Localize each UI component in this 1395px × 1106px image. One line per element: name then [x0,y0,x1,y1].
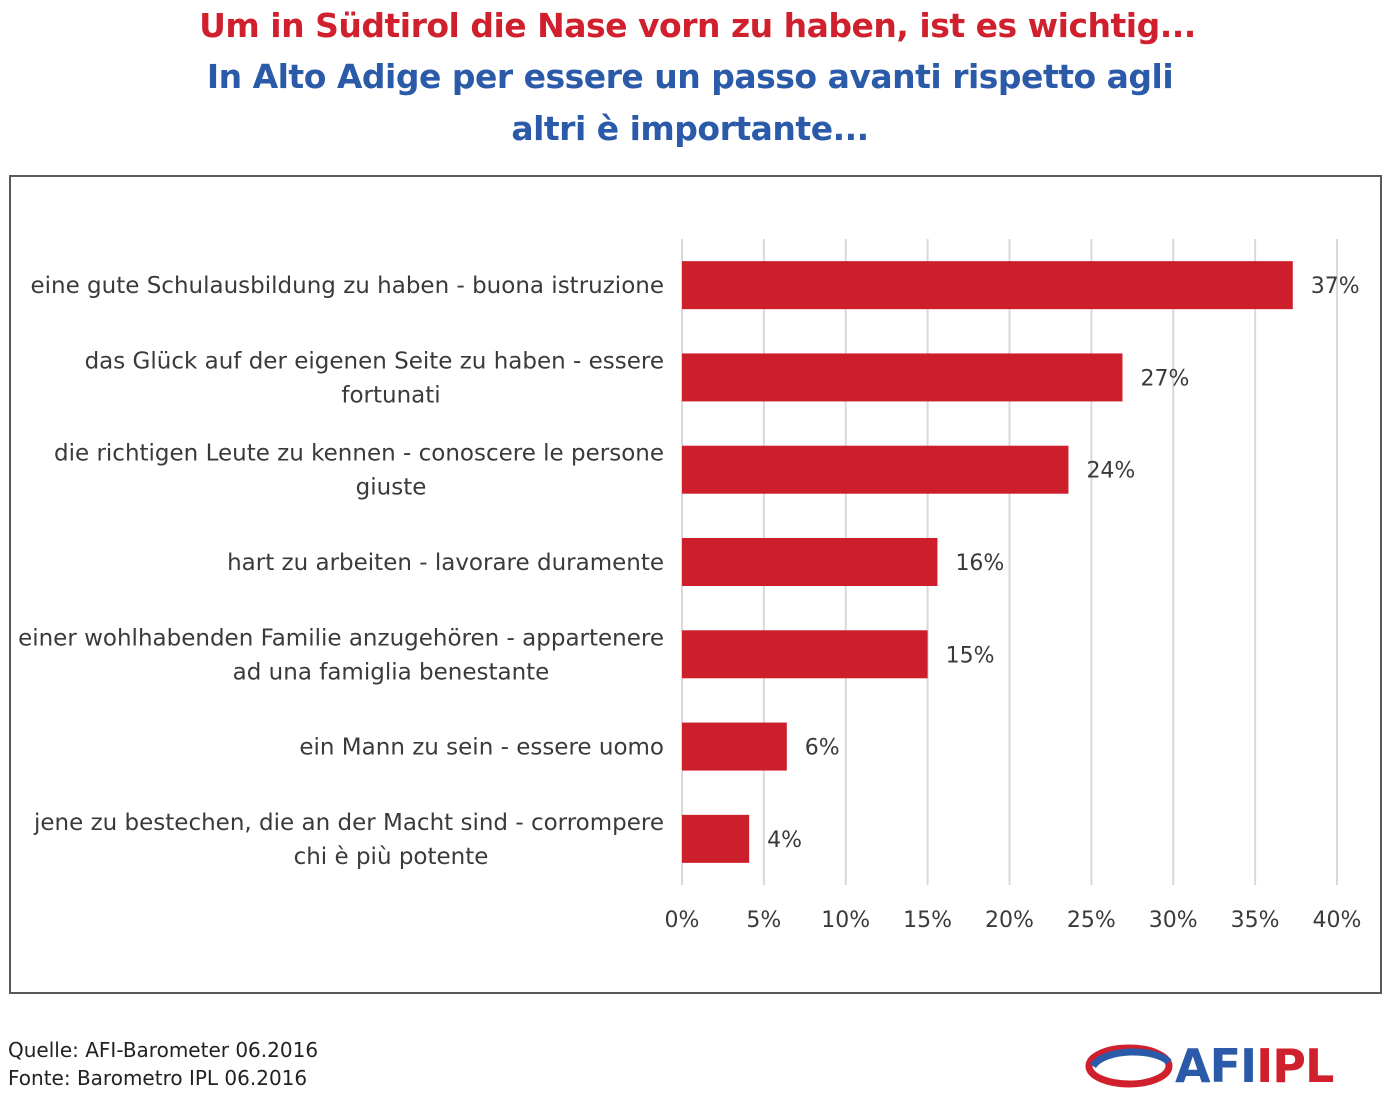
x-tick-label: 0% [665,908,700,933]
x-tick-label: 5% [746,908,781,933]
data-label: 37% [1311,274,1360,299]
x-tick-label: 40% [1313,908,1362,933]
data-label: 27% [1140,366,1189,391]
source-german: Quelle: AFI-Barometer 06.2016 [8,1038,319,1062]
bar-chart: 0% 5% 10% 15% 20% 25% 30% 35% 40% 37% eine gute Sc… [18,239,1362,933]
category-label: ad una famiglia benestante [233,659,550,685]
logo-ipl: IPL [1256,1039,1334,1093]
bar [682,814,750,863]
x-tick-label: 30% [1149,908,1198,933]
x-tick-label: 20% [985,908,1034,933]
data-label: 24% [1086,459,1135,484]
logo-text: AFIIPL [1175,1039,1334,1093]
bar [682,538,938,586]
logo-swoosh-icon [1085,1044,1173,1088]
x-tick-label: 25% [1067,908,1116,933]
category-label: die richtigen Leute zu kennen - conoscer… [54,441,664,467]
bar [682,722,787,771]
category-label: hart zu arbeiten - lavorare duramente [227,550,664,576]
category-label: einer wohlhabenden Familie anzugehören -… [18,625,664,651]
category-label: ein Mann zu sein - essere uomo [299,735,664,761]
x-tick-label: 35% [1231,908,1280,933]
category-label: das Glück auf der eigenen Seite zu haben… [85,348,664,374]
chart-frame: 0% 5% 10% 15% 20% 25% 30% 35% 40% 37% eine gute Sc… [9,175,1382,994]
category-label: chi è più potente [294,844,489,870]
bar [682,261,1293,310]
chart-title-italian: In Alto Adige per essere un passo avanti… [206,57,1174,148]
x-tick-label: 15% [903,908,952,933]
chart-title-german: Um in Südtirol die Nase vorn zu haben, i… [199,6,1196,45]
category-label: fortunati [341,382,440,408]
data-label: 16% [955,551,1004,576]
category-label: jene zu bestechen, die an der Macht sind… [33,810,664,836]
category-label: eine gute Schulausbildung zu haben - buo… [30,273,664,299]
source-italian: Fonte: Barometro IPL 06.2016 [8,1066,308,1090]
afi-ipl-logo: AFIIPL [1085,1040,1385,1092]
category-label: giuste [356,475,427,501]
data-label: 15% [946,643,995,668]
data-label: 6% [805,736,840,761]
data-label: 4% [767,828,802,853]
bar [682,353,1123,402]
bar [682,630,928,679]
logo-afi: AFI [1175,1039,1257,1093]
bar [682,445,1069,494]
x-tick-label: 10% [821,908,870,933]
